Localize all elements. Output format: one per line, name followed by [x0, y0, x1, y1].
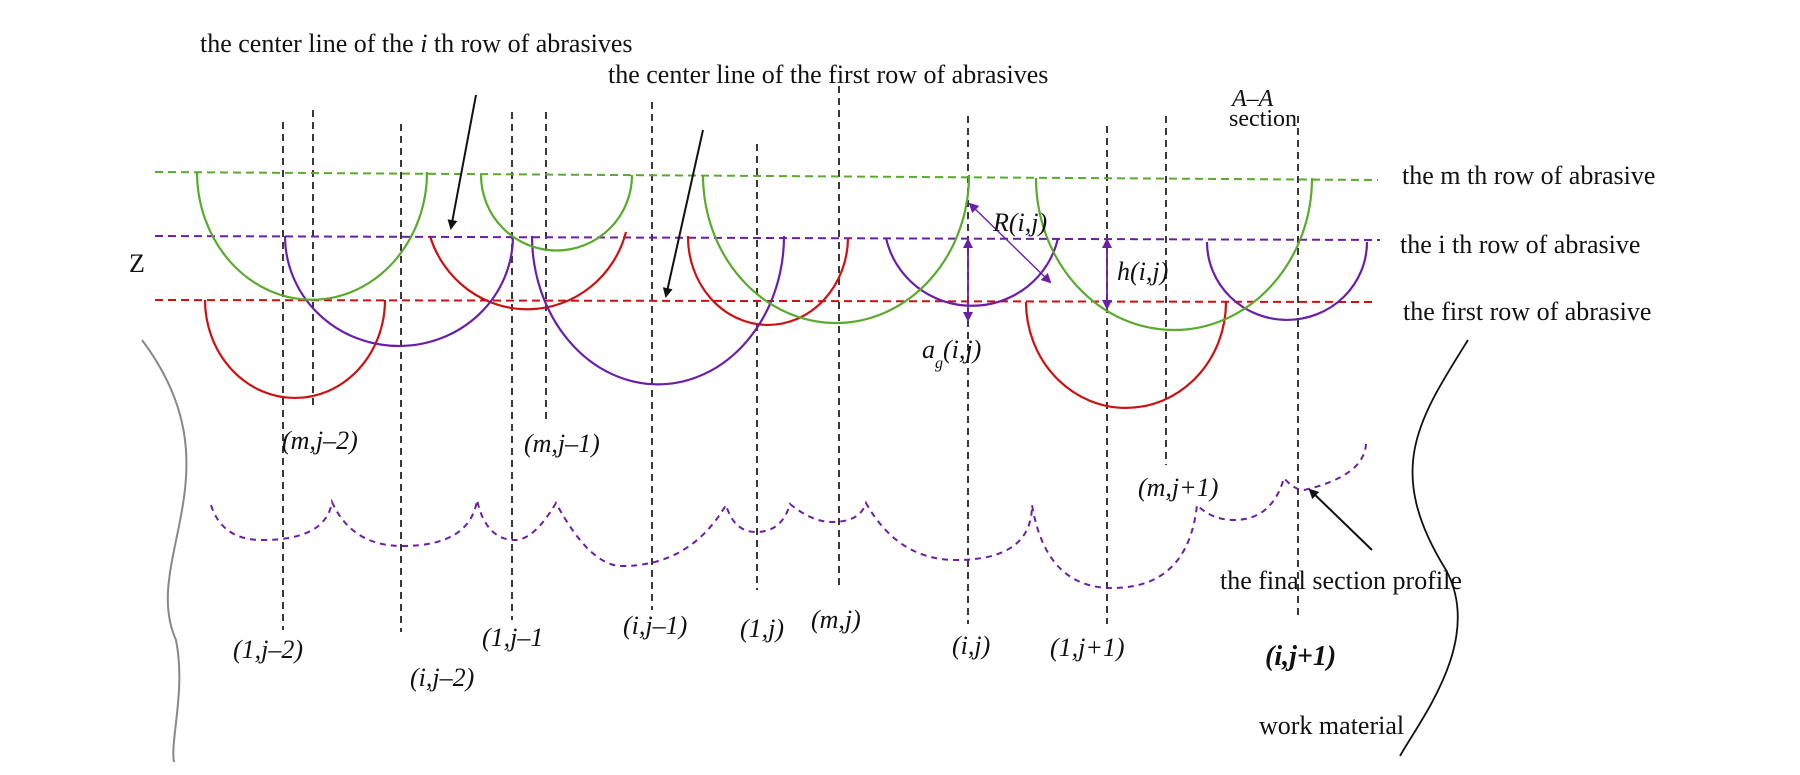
label-center-line-ith-row: the center line of the i th row of abras… — [200, 29, 632, 58]
label-grain-1-j-plus1: (1,j+1) — [1050, 633, 1125, 662]
grain-arc — [195, 171, 429, 301]
label-section-a-a: A–A — [1230, 86, 1274, 112]
final-section-profile — [210, 443, 1367, 590]
grain-arc — [686, 235, 850, 327]
label-grain-m-j-minus1: (m,j–1) — [524, 429, 600, 458]
grain-arc — [1024, 301, 1228, 410]
grain-arc — [1205, 241, 1369, 322]
grain-arc — [530, 235, 786, 386]
grain-arc — [428, 231, 628, 311]
label-grain-1-j-minus2: (1,j–2) — [233, 635, 303, 664]
arrow-icon — [447, 94, 477, 230]
label-grain-i-j: (i,j) — [952, 631, 990, 660]
label-grain-1-j-minus1: (1,j–1 — [482, 623, 543, 652]
grain-arc — [1034, 177, 1314, 332]
grain-arc — [283, 235, 515, 348]
arrow-icon — [1308, 488, 1373, 551]
label-grain-depth: ag(i,j) — [922, 335, 981, 372]
row-line-i — [154, 235, 1381, 241]
label-row-first: the first row of abrasive — [1403, 297, 1651, 326]
work-material-boundary-left — [141, 339, 188, 763]
grain-arc — [203, 299, 387, 400]
label-section-word: section — [1229, 106, 1297, 132]
row-line-m — [154, 171, 1379, 181]
label-radius: R(i,j) — [992, 208, 1047, 237]
grain-arc — [479, 174, 634, 252]
arrow-icon — [662, 129, 704, 298]
label-grain-m-j-plus1: (m,j+1) — [1138, 473, 1218, 502]
label-final-section-profile: the final section profile — [1220, 566, 1462, 595]
label-height: h(i,j) — [1117, 257, 1168, 286]
label-grain-m-j: (m,j) — [811, 605, 861, 634]
ith-row-grains — [283, 235, 1369, 386]
mth-row-grains — [195, 171, 1314, 332]
label-row-m: the m th row of abrasive — [1402, 161, 1655, 190]
label-work-material: work material — [1259, 711, 1404, 740]
label-axis-z: Z — [129, 249, 145, 278]
work-material-boundary-right — [1399, 339, 1469, 757]
label-grain-i-j-minus2: (i,j–2) — [410, 663, 474, 692]
first-row-grains — [203, 231, 1228, 410]
grain-arc — [701, 174, 971, 325]
double-arrow-icon — [968, 202, 1052, 284]
grain-center-lines — [282, 86, 1299, 632]
label-row-i: the i th row of abrasive — [1400, 230, 1640, 259]
label-center-line-first-row: the center line of the first row of abra… — [608, 60, 1048, 89]
row-line-first — [154, 299, 1373, 303]
label-grain-m-j-minus2: (m,j–2) — [282, 426, 358, 455]
label-grain-i-j-minus1: (i,j–1) — [623, 611, 687, 640]
label-grain-1-j: (1,j) — [740, 614, 784, 643]
label-grain-i-j-plus1: (i,j+1) — [1265, 641, 1336, 672]
